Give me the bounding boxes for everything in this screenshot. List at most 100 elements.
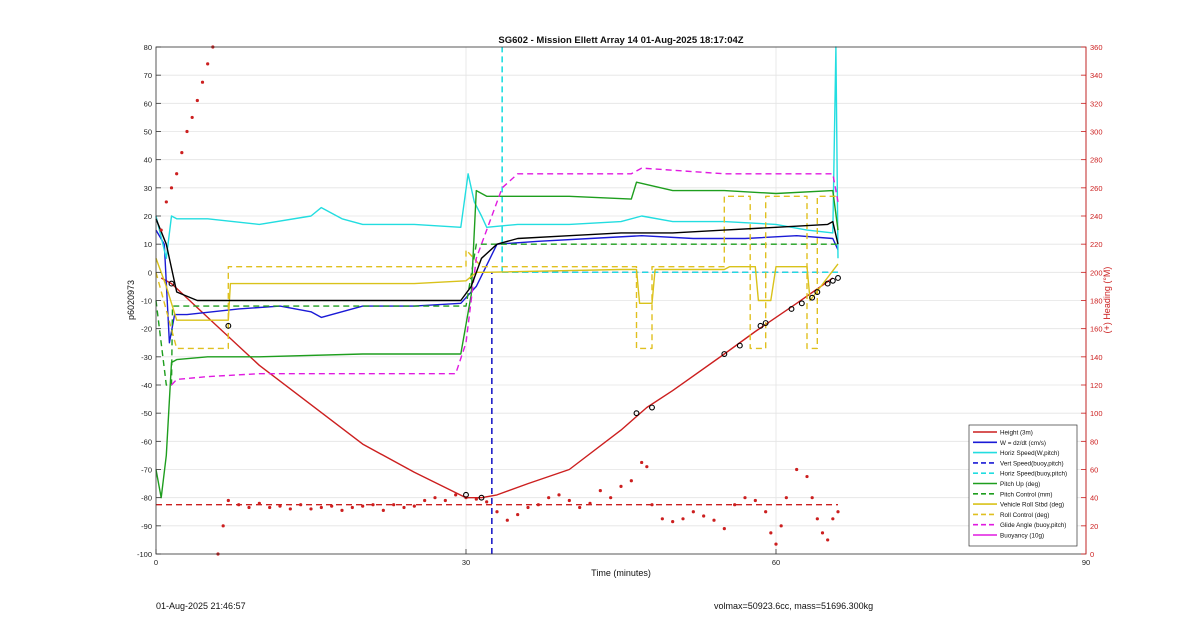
y2-tick-label: 220 [1090,240,1103,249]
x-tick-label: 90 [1082,558,1090,567]
legend-label-pitch-up-deg: Pitch Up (deg) [1000,481,1040,488]
y2-tick-label: 100 [1090,409,1103,418]
data-point [831,517,834,520]
data-point [206,62,209,65]
y2-tick-label: 0 [1090,550,1094,559]
data-point [645,465,648,468]
y-tick-label: -10 [141,297,152,306]
data-point [444,499,447,502]
data-point [201,81,204,84]
footer-info: volmax=50923.6cc, mass=51696.300kg [714,601,873,611]
y-tick-label: -70 [141,466,152,475]
data-point [191,116,194,119]
data-point [568,499,571,502]
legend-label-pitch-control-mm: Pitch Control (mm) [1000,491,1052,498]
data-point [320,506,323,509]
y2-tick-label: 200 [1090,268,1103,277]
data-point [619,485,622,488]
y-tick-label: 30 [144,184,152,193]
y-tick-label: 20 [144,212,152,221]
y-tick-label: -40 [141,381,152,390]
y-axis-label: p6020973 [126,280,136,320]
data-point [769,531,772,534]
y2-tick-label: 40 [1090,494,1098,503]
y-tick-label: -50 [141,409,152,418]
data-point [196,99,199,102]
footer-date: 01-Aug-2025 21:46:57 [156,601,246,611]
data-point [227,499,230,502]
y-tick-label: 60 [144,99,152,108]
data-point [175,172,178,175]
data-point [382,509,385,512]
y2-tick-label: 20 [1090,522,1098,531]
legend-label-w-dz-dt-cm-s: W = dz/dt (cm/s) [1000,440,1046,447]
data-point [774,543,777,546]
data-point [692,510,695,513]
data-point [671,520,674,523]
legend-label-horiz-speed-buoy-pitch: Horiz Speed(buoy,pitch) [1000,471,1067,478]
y-tick-label: -20 [141,325,152,334]
data-point [712,519,715,522]
y2-tick-label: 300 [1090,128,1103,137]
y2-axis-label: (+) Heading (°M) [1102,267,1112,334]
data-point [351,506,354,509]
data-point [495,510,498,513]
data-point [609,496,612,499]
legend-label-horiz-speed-w-pitch: Horiz Speed(W,pitch) [1000,450,1060,457]
y2-tick-label: 360 [1090,43,1103,52]
legend-label-buoyancy-10g: Buoyancy (10g) [1000,533,1044,540]
legend-label-height-3m: Height (3m) [1000,430,1033,437]
y2-tick-label: 120 [1090,381,1103,390]
data-point [754,499,757,502]
data-point [526,506,529,509]
data-point [475,497,478,500]
data-point [743,496,746,499]
data-point [247,506,250,509]
data-point [826,538,829,541]
y2-tick-label: 320 [1090,99,1103,108]
legend-label-vehicle-roll-stbd-deg: Vehicle Roll Stbd (deg) [1000,502,1064,509]
y-tick-label: -90 [141,522,152,531]
legend-label-glide-angle-buoy-pitch: Glide Angle (buoy,pitch) [1000,522,1066,529]
chart-title: SG602 - Mission Ellett Array 14 01-Aug-2… [498,35,743,46]
data-point [661,517,664,520]
data-point [165,200,168,203]
x-tick-label: 0 [154,558,158,567]
data-point [485,500,488,503]
y-tick-label: -80 [141,494,152,503]
y2-tick-label: 240 [1090,212,1103,221]
x-tick-label: 60 [772,558,780,567]
y2-tick-label: 260 [1090,184,1103,193]
x-tick-label: 30 [462,558,470,567]
data-point [795,468,798,471]
data-point [185,130,188,133]
data-point [309,507,312,510]
data-point [630,479,633,482]
y2-tick-label: 160 [1090,325,1103,334]
y2-tick-label: 80 [1090,437,1098,446]
y2-tick-label: 340 [1090,71,1103,80]
data-point [811,496,814,499]
data-point [599,489,602,492]
data-point [160,228,163,231]
data-point [506,519,509,522]
data-point [816,517,819,520]
data-point [402,506,405,509]
data-point [222,524,225,527]
y2-tick-label: 180 [1090,297,1103,306]
data-point [785,496,788,499]
data-point [268,506,271,509]
data-point [392,503,395,506]
data-point [547,496,550,499]
data-point [340,509,343,512]
x-axis-label: Time (minutes) [591,568,651,578]
data-point [516,513,519,516]
data-point [180,151,183,154]
data-point [681,517,684,520]
data-point [764,510,767,513]
y-tick-label: -60 [141,437,152,446]
legend-label-vert-speed-buoy-pitch: Vert Speed(buoy,pitch) [1000,460,1064,467]
data-point [170,186,173,189]
y-tick-label: 0 [148,268,152,277]
